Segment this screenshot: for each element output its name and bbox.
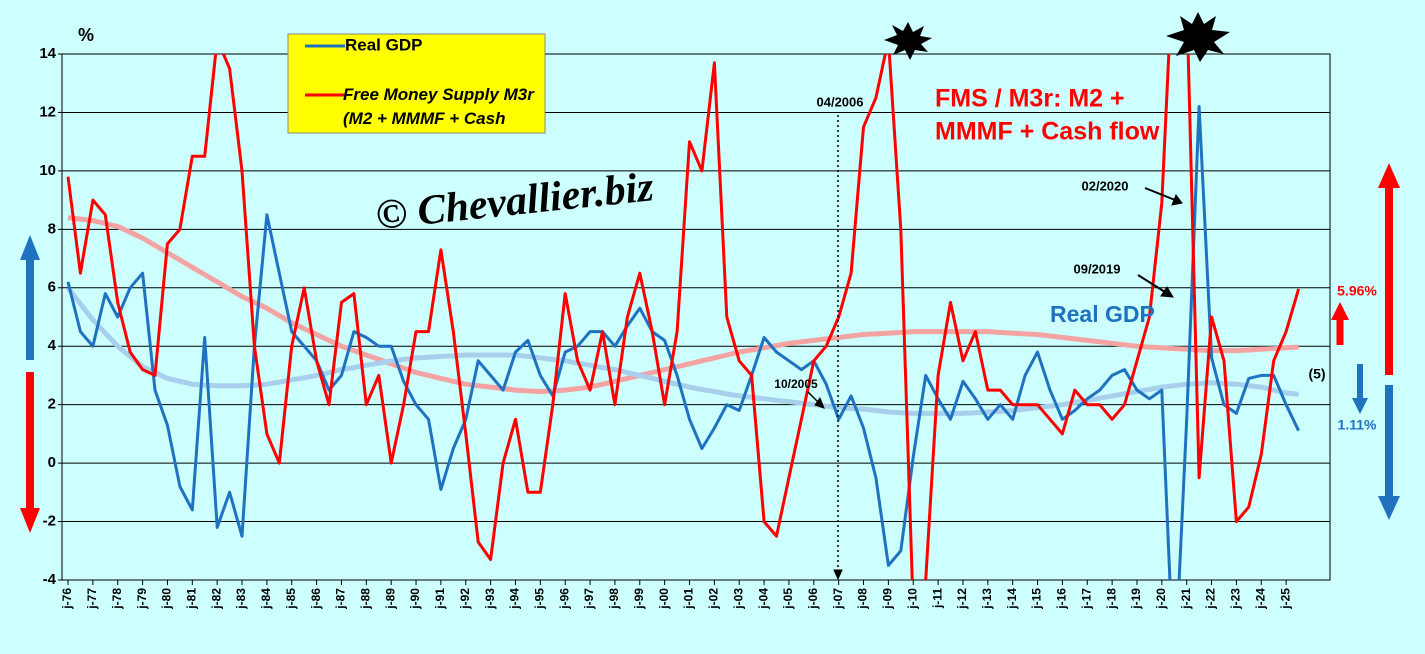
y-axis-label: % (78, 25, 94, 45)
plot-area (61, 53, 1331, 581)
x-tick-label: j-01 (682, 588, 696, 610)
x-tick-label: j-17 (1079, 588, 1093, 610)
y-tick-label: 14 (39, 45, 56, 62)
x-tick-label: j-16 (1055, 588, 1069, 610)
x-tick-label: j-95 (533, 588, 547, 610)
x-tick-label: j-20 (1154, 588, 1168, 610)
x-tick-label: j-09 (881, 588, 895, 610)
y-tick-label: 2 (48, 396, 56, 413)
series-line (66, 105, 1300, 580)
x-tick-label: j-80 (160, 588, 174, 610)
x-tick-label: j-10 (905, 588, 919, 610)
x-tick-label: j-84 (259, 588, 273, 610)
x-tick-label: j-81 (184, 588, 198, 610)
x-tick-label: j-78 (110, 588, 124, 610)
legend-label-wrap: Free Money Supply M3r (M2 + MMMF + Cash … (343, 85, 534, 128)
x-tick-label: j-90 (408, 588, 422, 610)
x-tick-label: j-96 (557, 588, 571, 610)
x-tick-label: j-97 (582, 588, 596, 610)
x-tick-label: j-05 (781, 588, 795, 610)
x-tick-label: j-77 (85, 588, 99, 610)
x-tick-label: j-06 (806, 588, 820, 610)
x-tick-label: j-86 (309, 588, 323, 610)
annotation: 02/2020 (1082, 178, 1129, 193)
x-tick-label: j-13 (980, 588, 994, 610)
x-tick-label: j-94 (508, 588, 522, 610)
x-tick-label: j-18 (1104, 588, 1118, 610)
annotation: FMS / M3r: M2 + (935, 85, 1125, 113)
legend-box (287, 33, 546, 134)
annotation: Real GDP (1050, 301, 1155, 327)
legend-label: Free Money Supply M3r (M2 + MMMF + Cash … (343, 85, 534, 128)
x-tick-label: j-02 (707, 588, 721, 610)
annotation: MMMF + Cash flow (935, 118, 1160, 146)
y-tick-label: 10 (39, 162, 56, 179)
pointers (807, 115, 1183, 581)
x-tick-label: j-23 (1229, 588, 1243, 610)
x-tick-label: j-08 (856, 588, 870, 610)
x-tick-label: j-15 (1030, 588, 1044, 610)
annotation: (5) (1308, 366, 1325, 382)
x-tick-label: j-25 (1278, 588, 1292, 610)
x-tick-label: j-92 (458, 588, 472, 610)
x-tick-label: j-12 (955, 588, 969, 610)
x-tick-label: j-89 (383, 588, 397, 610)
y-tick-label: -2 (43, 513, 56, 530)
x-tick-label: j-91 (433, 588, 447, 610)
y-tick-label: -4 (43, 571, 57, 588)
annotation: 04/2006 (817, 94, 864, 109)
y-tick-label: 8 (48, 220, 56, 237)
legend: Real GDP Free Money Supply M3r (M2 + MMM… (287, 33, 546, 134)
x-tick-label: j-79 (135, 588, 149, 610)
x-tick-label: j-82 (209, 588, 223, 610)
burst (1166, 12, 1230, 62)
x-tick-label: j-19 (1129, 588, 1143, 610)
burst (884, 22, 932, 60)
x-tick-label: j-03 (731, 588, 745, 610)
x-tick-label: j-04 (756, 588, 770, 610)
annotation: 09/2019 (1074, 261, 1121, 276)
y-tick-label: 0 (48, 454, 56, 471)
annotation: 1.11% (1338, 417, 1377, 433)
annotation: 5.96% (1337, 283, 1377, 299)
x-tick-label: j-00 (657, 588, 671, 610)
x-tick-label: j-76 (60, 588, 74, 610)
x-tick-label: j-98 (607, 588, 621, 610)
x-tick-label: j-88 (358, 588, 372, 610)
legend-label: Real GDP (345, 35, 422, 54)
series-line (66, 286, 1299, 416)
x-tick-label: j-93 (483, 588, 497, 610)
x-tick-label: j-22 (1204, 588, 1218, 610)
series-line (66, 54, 1301, 580)
x-tick-label: j-24 (1253, 588, 1267, 610)
y-tick-label: 6 (48, 279, 56, 296)
x-tick-label: j-87 (334, 588, 348, 610)
x-tick-label: j-21 (1179, 588, 1193, 610)
side-arrows (20, 163, 1400, 533)
x-tick-label: j-14 (1005, 588, 1019, 610)
y-tick-label: 4 (48, 337, 57, 354)
x-tick-label: j-99 (632, 588, 646, 610)
y-tick-label: 12 (39, 103, 56, 120)
x-tick-label: j-85 (284, 588, 298, 610)
x-tick-label: j-07 (831, 588, 845, 610)
x-tick-label: j-83 (234, 588, 248, 610)
series-line (67, 215, 1299, 394)
annotation: 10/2005 (774, 377, 818, 391)
x-tick-label: j-11 (930, 588, 944, 609)
